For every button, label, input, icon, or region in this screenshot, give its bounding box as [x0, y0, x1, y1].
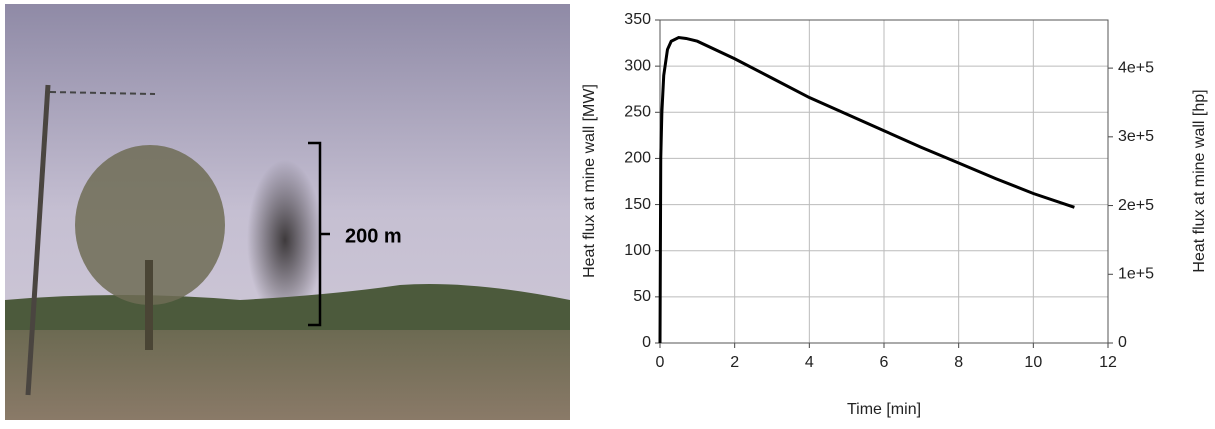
y2-tick-label: 0	[1118, 334, 1127, 351]
tree	[75, 145, 225, 305]
y-tick-label: 50	[633, 288, 651, 305]
x-tick-label: 4	[805, 354, 814, 371]
y-tick-label: 150	[624, 196, 651, 213]
y-tick-label: 200	[624, 150, 651, 167]
y-tick-label: 0	[642, 334, 651, 351]
y-tick-label: 300	[624, 57, 651, 74]
x-tick-label: 0	[656, 354, 665, 371]
y2-tick-label: 3e+5	[1118, 128, 1154, 145]
x-tick-label: 10	[1024, 354, 1042, 371]
photo: 200 m	[5, 4, 570, 420]
x-tick-label: 12	[1099, 354, 1117, 371]
y2-axis-label: Heat flux at mine wall [hp]	[1191, 89, 1208, 272]
x-tick-label: 2	[730, 354, 739, 371]
y-tick-label: 100	[624, 242, 651, 259]
y-tick-label: 250	[624, 104, 651, 121]
y2-tick-label: 1e+5	[1118, 265, 1154, 282]
data-line	[658, 35, 1075, 344]
scale-bracket	[308, 141, 330, 327]
smoke-plume	[247, 160, 323, 320]
field	[5, 330, 570, 420]
scale-label: 200 m	[345, 225, 402, 247]
x-axis-label: Time [min]	[847, 401, 921, 418]
x-tick-label: 6	[880, 354, 889, 371]
trunk	[145, 260, 153, 350]
y-tick-label: 350	[624, 11, 651, 28]
y-axis-label: Heat flux at mine wall [MW]	[581, 84, 598, 278]
y2-tick-label: 4e+5	[1118, 59, 1154, 76]
x-tick-label: 8	[954, 354, 963, 371]
chart: Time [min] Heat flux at mine wall [MW] H…	[581, 11, 1208, 418]
pole	[25, 84, 51, 396]
y2-tick-label: 2e+5	[1118, 197, 1154, 214]
wire	[49, 91, 156, 95]
